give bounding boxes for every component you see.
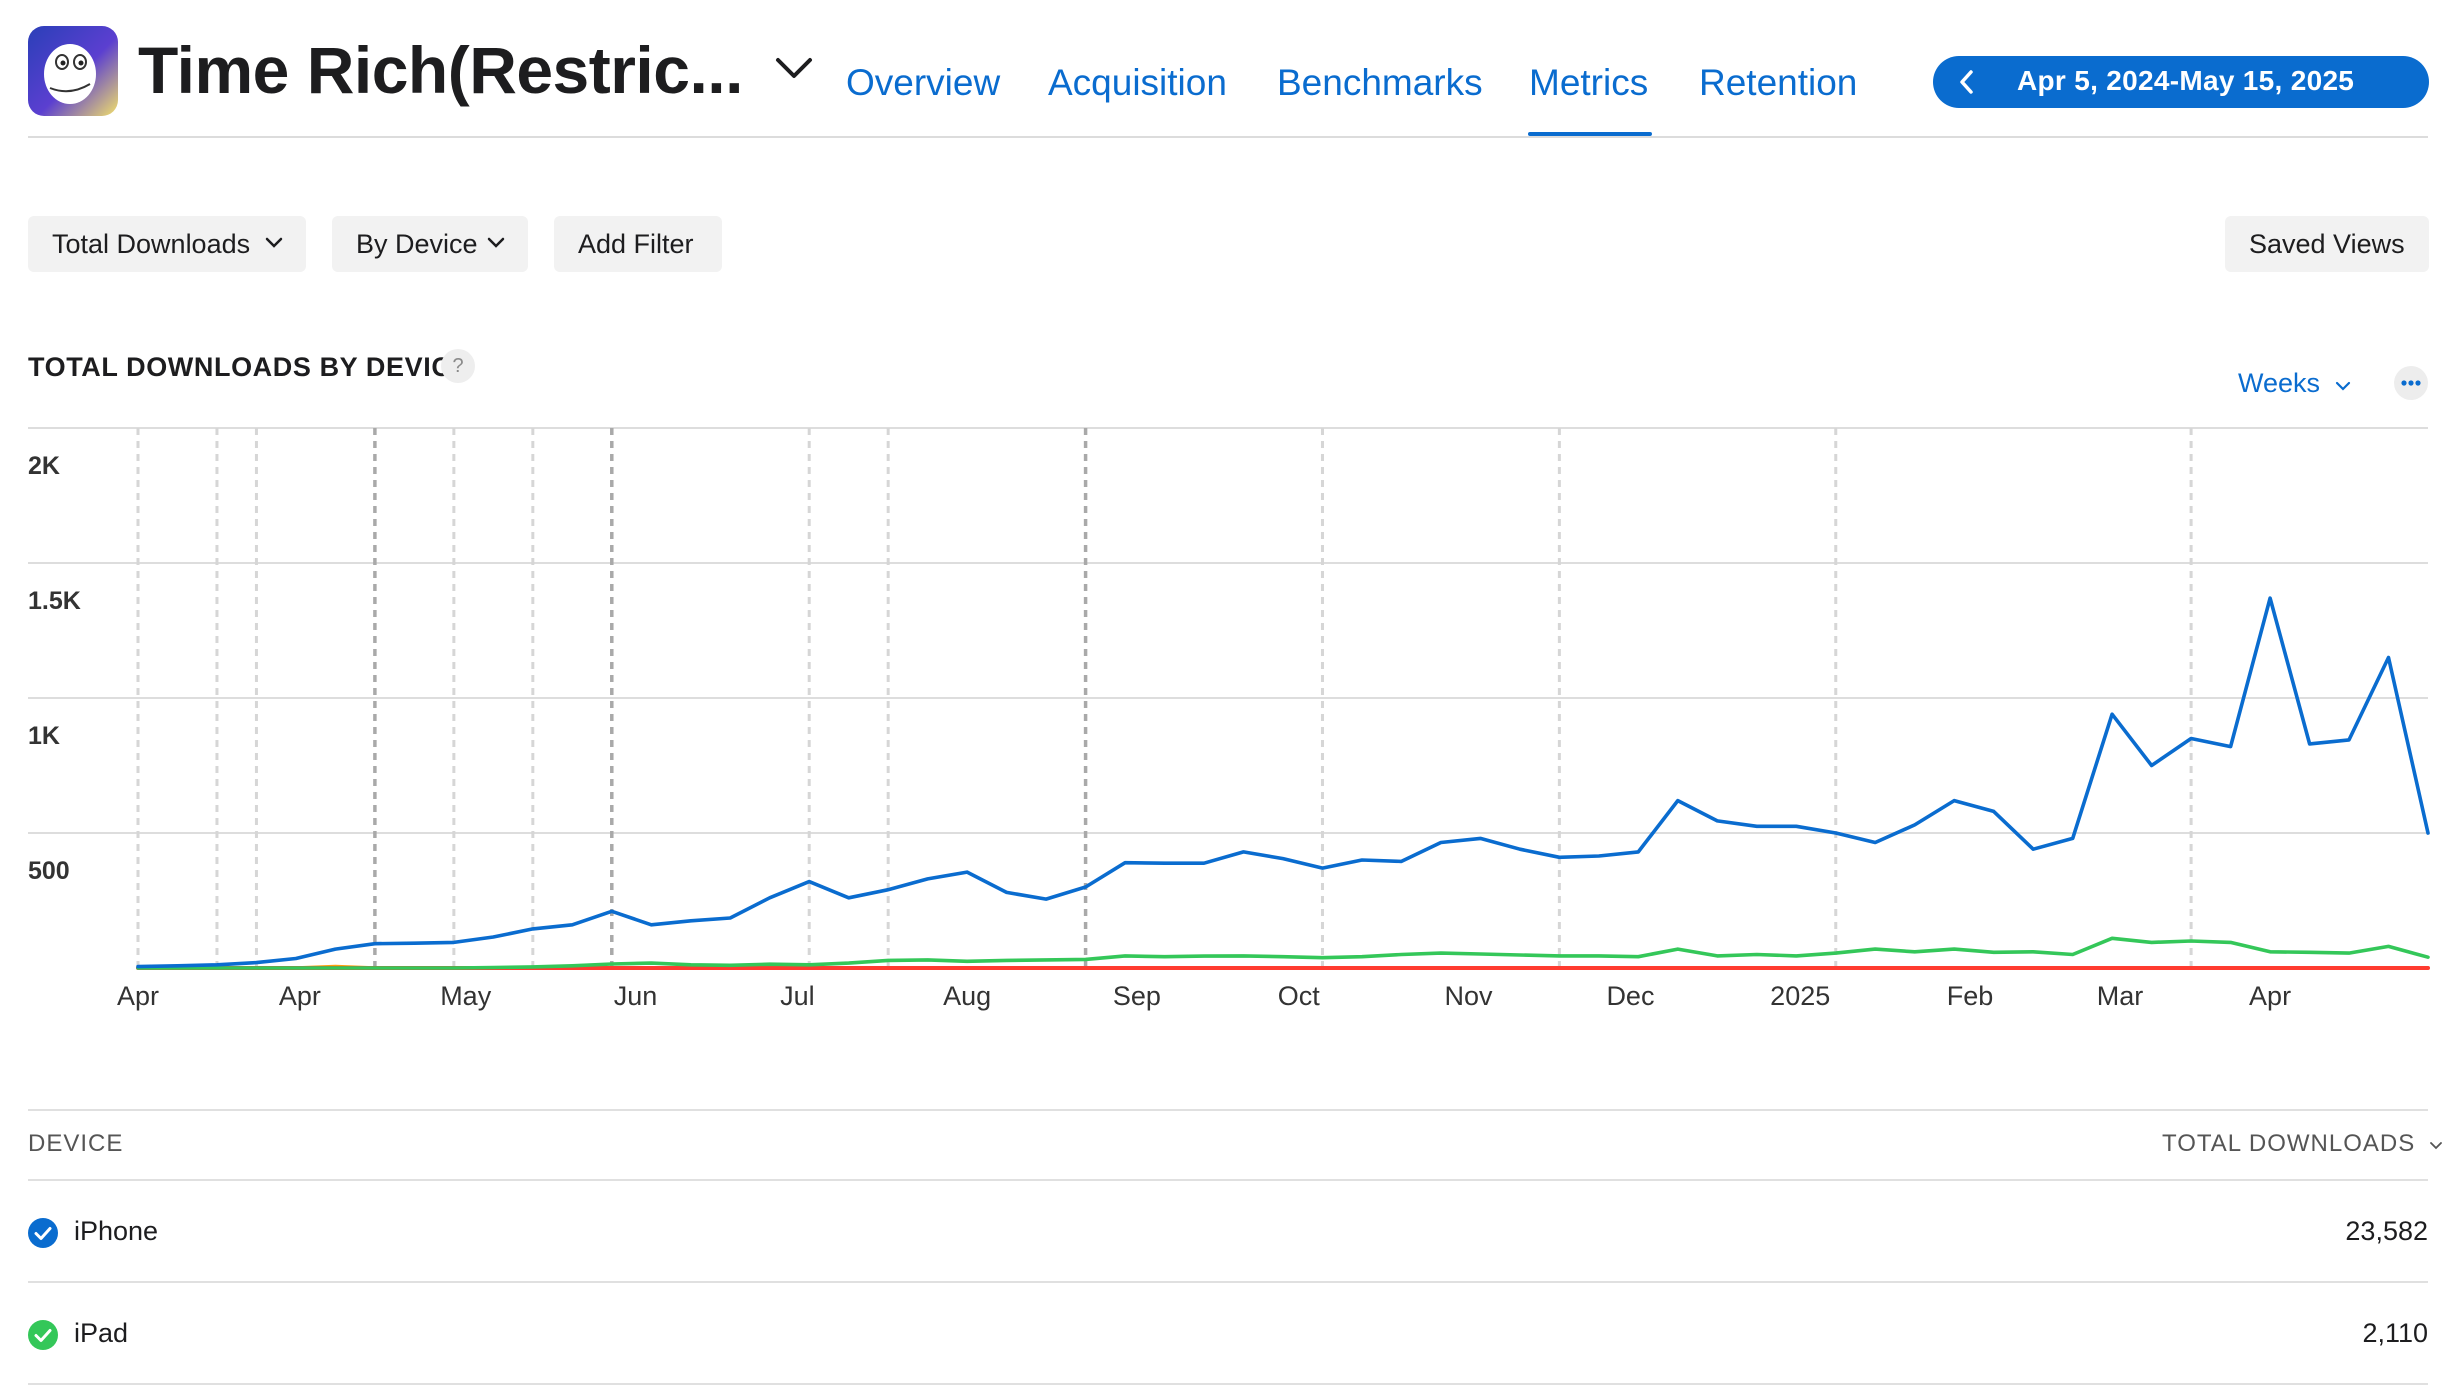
app-title: Time Rich(Restric... xyxy=(138,33,743,107)
header-divider xyxy=(28,136,2428,138)
x-tick-label: Apr xyxy=(2249,981,2291,1011)
tab-benchmarks[interactable]: Benchmarks xyxy=(1277,62,1483,103)
granularity-dropdown[interactable]: Weeks xyxy=(2238,368,2352,399)
column-header-total-downloads[interactable]: TOTAL DOWNLOADS xyxy=(2162,1130,2443,1158)
device-name: iPhone xyxy=(74,1216,159,1246)
x-tick-label: Sep xyxy=(1113,981,1161,1011)
x-tick-label: Nov xyxy=(1445,981,1494,1011)
add-filter-button[interactable]: Add Filter xyxy=(554,216,722,272)
saved-views-label: Saved Views xyxy=(2249,229,2405,259)
app-switcher-chevron-icon[interactable] xyxy=(770,50,818,90)
row-divider xyxy=(28,1281,2428,1283)
checkbox-checked-icon[interactable] xyxy=(28,1218,58,1248)
table-header-divider xyxy=(28,1179,2428,1181)
measure-label: Total Downloads xyxy=(52,229,251,259)
tab-retention[interactable]: Retention xyxy=(1699,62,1858,103)
device-name: iPad xyxy=(74,1318,129,1348)
x-tick-label: Jul xyxy=(780,981,815,1011)
more-options-icon[interactable] xyxy=(2394,366,2428,400)
chart-title: TOTAL DOWNLOADS BY DEVICE xyxy=(28,352,471,382)
series-line xyxy=(136,964,2430,970)
column-header-total-label: TOTAL DOWNLOADS xyxy=(2162,1130,2416,1157)
x-tick-label: Apr xyxy=(117,981,159,1011)
x-tick-label: Jun xyxy=(614,981,658,1011)
sort-chevron-icon xyxy=(2430,1142,2442,1150)
chevron-down-icon xyxy=(265,237,283,248)
device-total: 23,582 xyxy=(2345,1216,2428,1246)
tab-overview[interactable]: Overview xyxy=(846,62,1001,103)
saved-views-button[interactable]: Saved Views xyxy=(2225,216,2429,272)
x-tick-label: Mar xyxy=(2097,981,2144,1011)
y-tick-label: 1K xyxy=(28,722,60,750)
table-top-divider xyxy=(28,1109,2428,1111)
x-tick-label: Aug xyxy=(943,981,991,1011)
x-tick-label: Apr xyxy=(279,981,321,1011)
x-tick-label: Feb xyxy=(1947,981,1994,1011)
group-by-label: By Device xyxy=(356,229,478,259)
tab-metrics[interactable]: Metrics xyxy=(1529,62,1649,103)
column-header-device[interactable]: DEVICE xyxy=(28,1130,124,1157)
granularity-label: Weeks xyxy=(2238,368,2321,398)
date-range-label: Apr 5, 2024-May 15, 2025 xyxy=(2017,65,2355,96)
x-tick-label: Oct xyxy=(1278,981,1321,1011)
x-tick-label: 2025 xyxy=(1770,981,1830,1011)
y-tick-label: 1.5K xyxy=(28,587,81,615)
tab-acquisition[interactable]: Acquisition xyxy=(1048,62,1227,103)
add-filter-label: Add Filter xyxy=(578,229,694,259)
checkbox-checked-icon[interactable] xyxy=(28,1320,58,1350)
chevron-left-icon[interactable] xyxy=(1957,68,1977,96)
row-divider xyxy=(28,1383,2428,1385)
measure-dropdown[interactable]: Total Downloads xyxy=(28,216,306,272)
active-tab-indicator xyxy=(1528,132,1652,136)
group-by-dropdown[interactable]: By Device xyxy=(332,216,528,272)
x-tick-label: May xyxy=(440,981,492,1011)
series-line-iphone xyxy=(136,596,2430,969)
y-tick-label: 500 xyxy=(28,857,70,885)
date-range-picker[interactable]: Apr 5, 2024-May 15, 2025 xyxy=(1933,56,2429,108)
series-line-ipad xyxy=(136,936,2430,970)
device-total: 2,110 xyxy=(2362,1318,2428,1348)
app-icon[interactable] xyxy=(28,26,118,116)
help-icon[interactable]: ? xyxy=(441,349,475,383)
chevron-down-icon xyxy=(487,237,505,248)
y-tick-label: 2K xyxy=(28,452,60,480)
chevron-down-icon xyxy=(2335,381,2350,391)
x-tick-label: Dec xyxy=(1606,981,1654,1011)
